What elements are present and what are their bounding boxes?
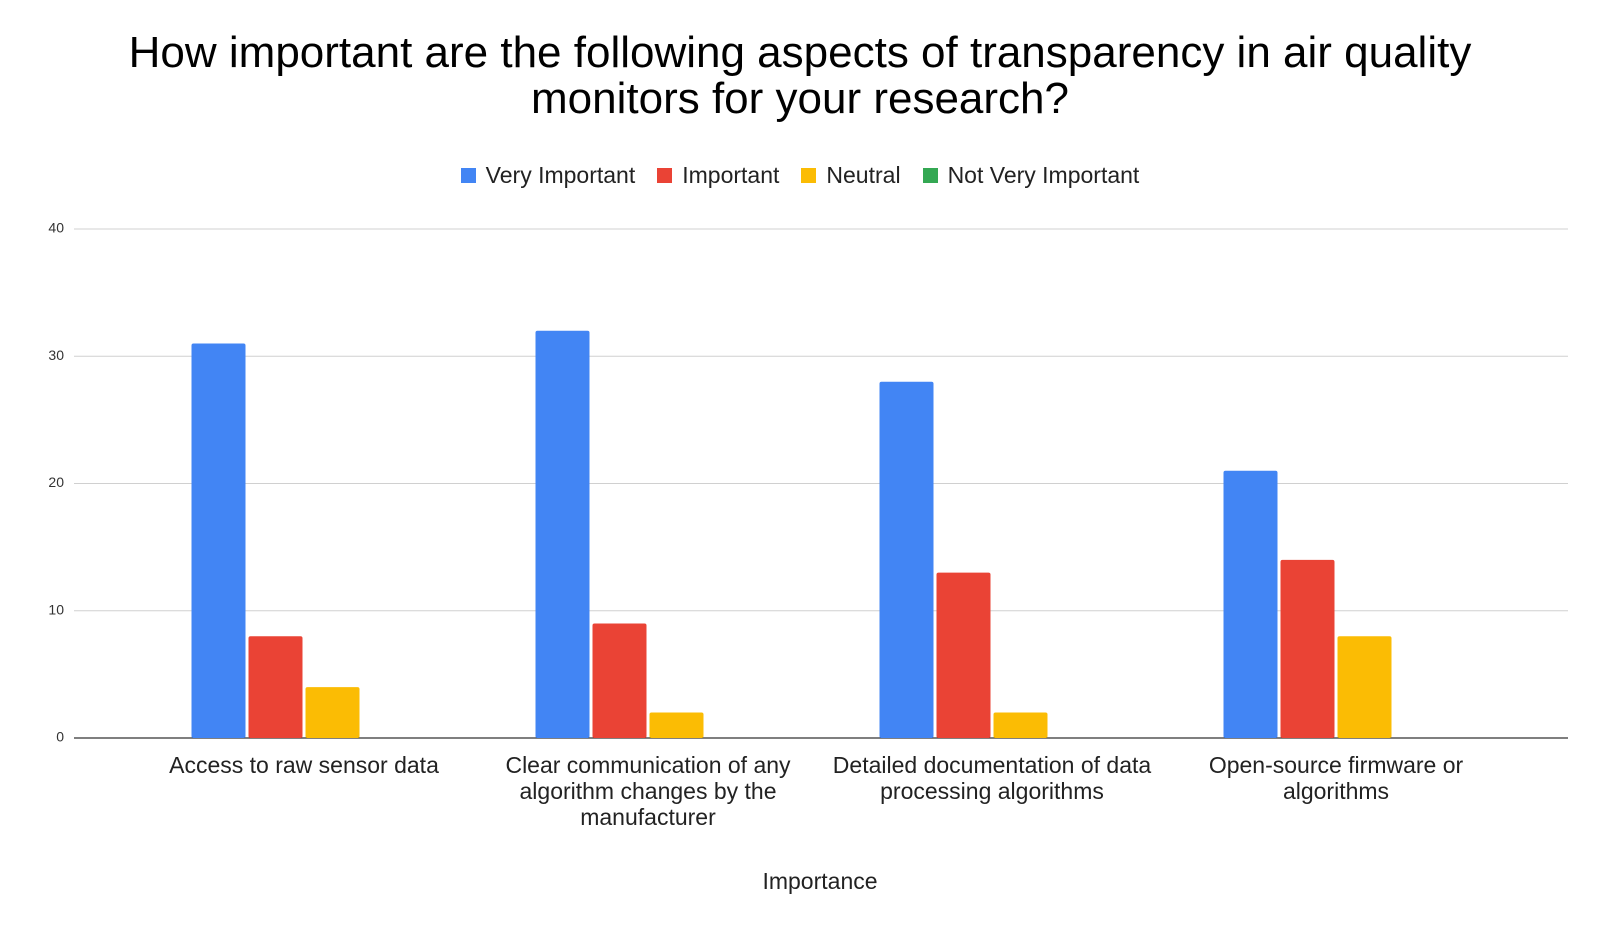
bar [1223, 470, 1278, 738]
bar [191, 343, 246, 738]
bar [649, 712, 704, 738]
y-tick-label: 30 [48, 347, 64, 363]
legend-item: Important [657, 162, 779, 189]
bar [535, 330, 590, 738]
x-tick-label: Access to raw sensor data [169, 752, 439, 778]
legend-item: Very Important [460, 162, 636, 189]
legend-swatch [922, 168, 938, 183]
bar [879, 381, 934, 738]
legend-label: Not Very Important [947, 162, 1140, 188]
legend: Very Important Important Neutral Not Very I… [0, 162, 1600, 189]
bar [1337, 636, 1392, 738]
legend-swatch [801, 168, 817, 183]
legend-item: Neutral [801, 162, 901, 189]
bar [248, 636, 303, 738]
legend-swatch [460, 168, 476, 183]
x-tick-label: Detailed documentation of data processin… [832, 752, 1152, 804]
y-tick-label: 20 [48, 474, 64, 490]
bar [592, 623, 647, 738]
bar [993, 712, 1048, 738]
legend-swatch [657, 168, 673, 183]
bar [936, 572, 991, 738]
legend-label: Important [682, 162, 780, 188]
legend-item: Not Very Important [922, 162, 1140, 189]
x-axis-label: Importance [762, 868, 878, 894]
legend-label: Very Important [485, 162, 636, 188]
y-tick-label: 0 [56, 729, 64, 745]
legend-label: Neutral [826, 162, 901, 188]
x-tick-label: Clear communication of any algorithm cha… [505, 752, 791, 830]
chart-title: How important are the following aspects … [128, 28, 1472, 123]
x-tick-label: Open-source firmware or algorithms [1208, 752, 1464, 804]
y-tick-label: 40 [48, 220, 64, 236]
y-tick-label: 10 [48, 601, 64, 617]
bar [305, 687, 360, 738]
bar [1280, 559, 1335, 738]
